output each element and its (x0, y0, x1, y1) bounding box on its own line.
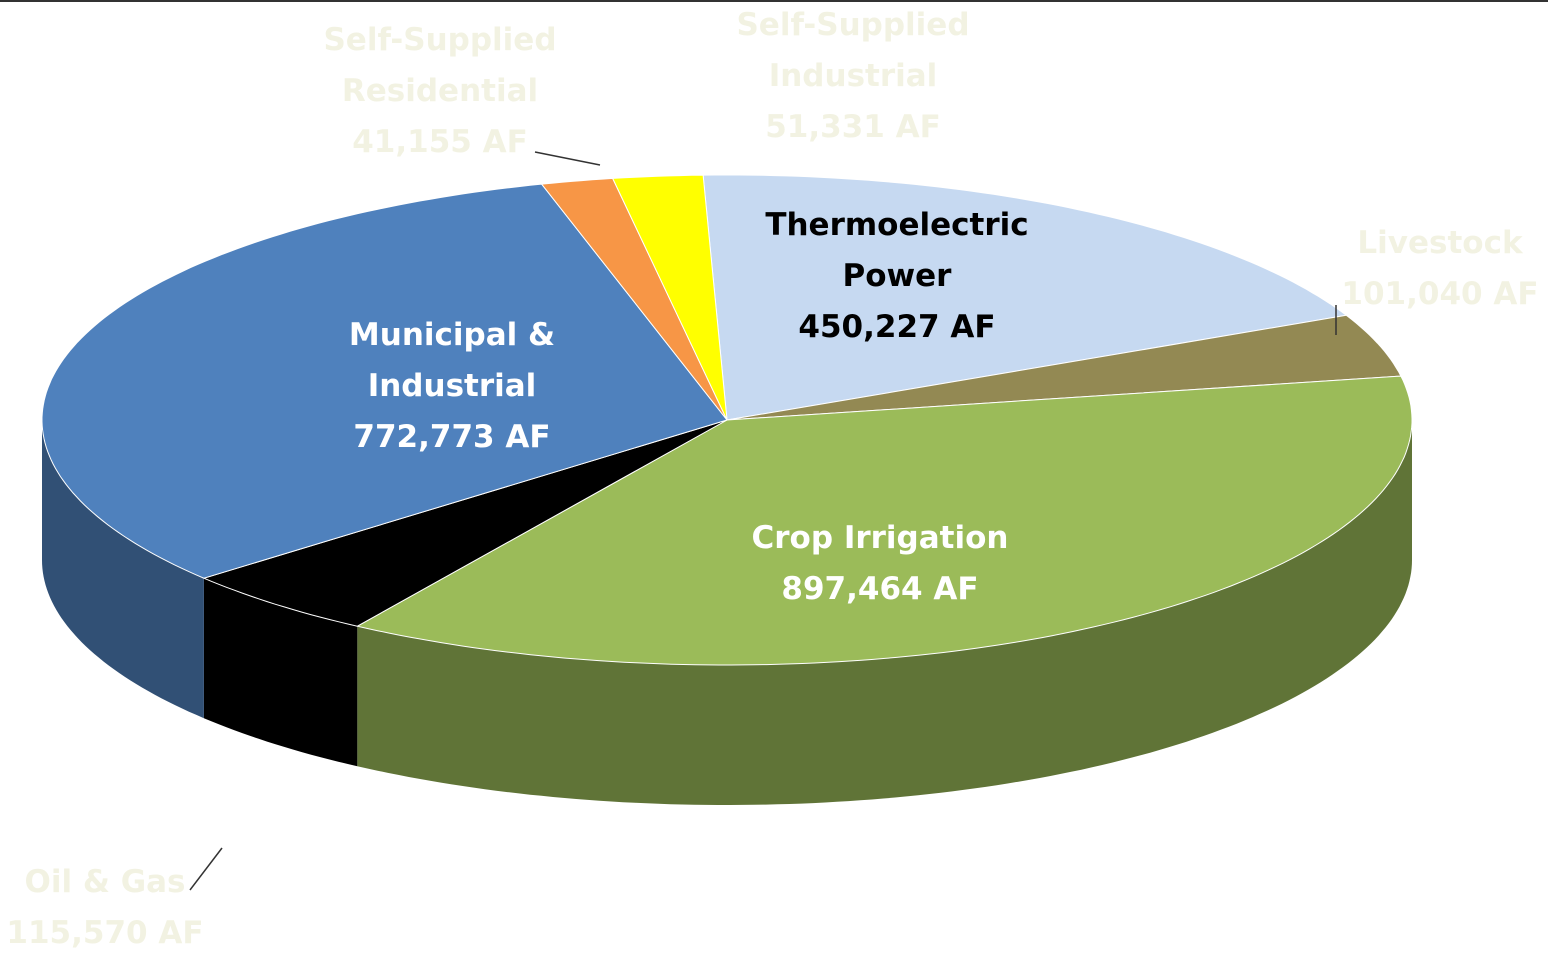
pie-slice (41, 183, 728, 579)
pie-side (42, 420, 204, 719)
slice-label: Oil & Gas 115,570 AF (5, 857, 205, 959)
pie-side (203, 578, 358, 767)
slice-label: Self-Supplied Industrial 51,331 AF (733, 0, 973, 153)
category-label: Self-Supplied Residential (323, 22, 557, 109)
pie-sides (42, 420, 1412, 805)
pie-slice (726, 314, 1402, 421)
value-label: 101,040 AF (1341, 276, 1539, 312)
slice-label: Thermoelectric Power 450,227 AF (752, 200, 1042, 353)
value-label: 115,570 AF (6, 915, 204, 951)
value-label: 772,773 AF (353, 419, 551, 455)
category-label: Self-Supplied Industrial (736, 7, 970, 94)
value-label: 897,464 AF (781, 571, 979, 607)
leader-line (534, 151, 601, 166)
value-label: 450,227 AF (798, 309, 996, 345)
pie-slice (355, 375, 1413, 666)
category-label: Thermoelectric Power (765, 207, 1029, 294)
slice-label: Municipal & Industrial 772,773 AF (322, 310, 582, 463)
pie-slice (702, 174, 1348, 421)
category-label: Municipal & Industrial (348, 317, 556, 404)
category-label: Livestock (1357, 225, 1523, 261)
pie-side (357, 420, 1412, 805)
pie-slice (611, 174, 728, 421)
slice-label: Livestock 101,040 AF (1325, 218, 1548, 320)
value-label: 41,155 AF (352, 124, 528, 160)
category-label: Crop Irrigation (751, 520, 1009, 556)
slice-label: Crop Irrigation 897,464 AF (730, 513, 1030, 615)
value-label: 51,331 AF (765, 109, 941, 145)
leader-line (189, 847, 223, 891)
category-label: Oil & Gas (24, 864, 186, 900)
slice-label: Self-Supplied Residential 41,155 AF (320, 15, 560, 168)
pie-tops (41, 174, 1413, 666)
pie-slice (540, 177, 728, 421)
pie-slice (202, 419, 728, 627)
